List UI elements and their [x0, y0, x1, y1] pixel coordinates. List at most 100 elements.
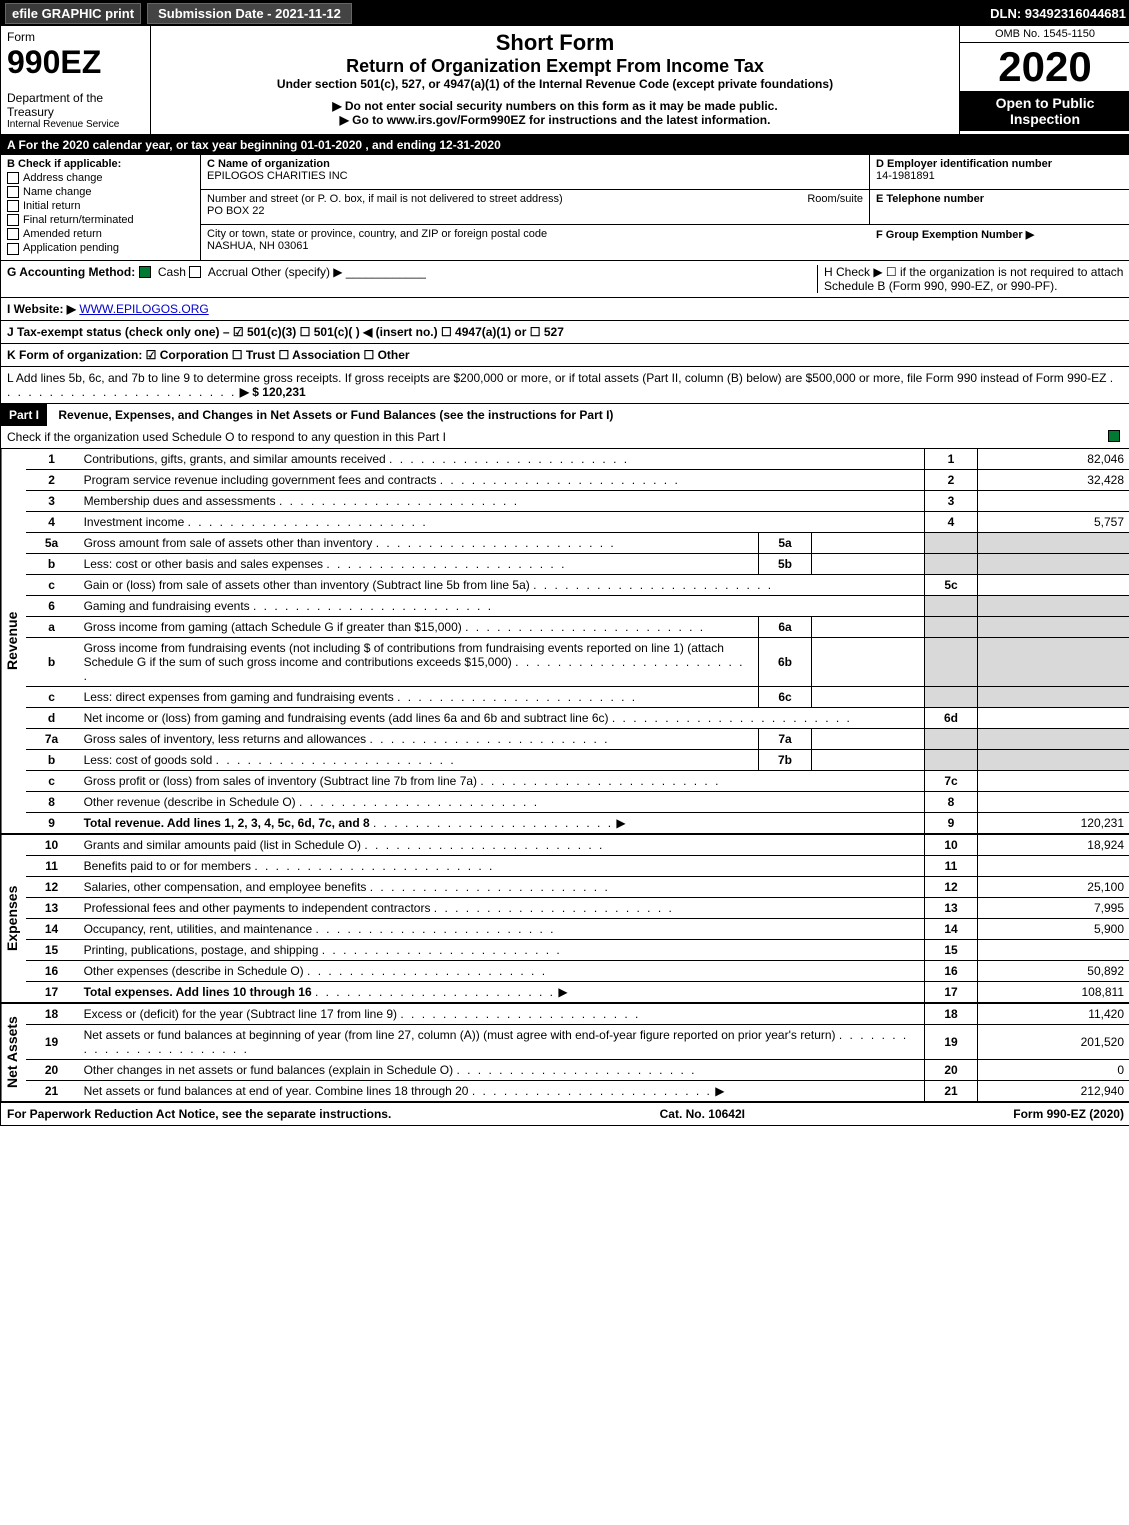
form-container: efile GRAPHIC print Submission Date - 20… [0, 0, 1129, 1126]
line-box-shaded [925, 728, 978, 749]
form-label: Form [7, 30, 144, 44]
line-box: 5c [925, 574, 978, 595]
box-d: D Employer identification number 14-1981… [870, 155, 1129, 190]
efile-print-button[interactable]: efile GRAPHIC print [5, 3, 141, 24]
line-value: 201,520 [978, 1024, 1129, 1059]
row-gh: G Accounting Method: Cash Accrual Other … [1, 261, 1129, 298]
line-description: Gross income from fundraising events (no… [78, 637, 759, 686]
box-i: I Website: ▶ WWW.EPILOGOS.ORG [1, 298, 1129, 321]
box-b: B Check if applicable: Address change Na… [1, 155, 201, 261]
check-accrual[interactable] [189, 266, 201, 278]
box-g-label: G Accounting Method: [7, 265, 135, 279]
line-box: 4 [925, 511, 978, 532]
line-box: 20 [925, 1059, 978, 1080]
box-f: F Group Exemption Number ▶ [870, 225, 1129, 260]
table-row: 16Other expenses (describe in Schedule O… [26, 960, 1129, 981]
line-value-shaded [978, 595, 1129, 616]
box-j-label: J Tax-exempt status (check only one) – ☑… [7, 325, 564, 339]
box-f-label: F Group Exemption Number ▶ [876, 228, 1123, 241]
line-value-shaded [978, 637, 1129, 686]
box-g: G Accounting Method: Cash Accrual Other … [7, 265, 817, 293]
line-description: Gross sales of inventory, less returns a… [78, 728, 759, 749]
line-description: Program service revenue including govern… [78, 469, 925, 490]
line-number: a [26, 616, 78, 637]
ssn-warning: ▶ Do not enter social security numbers o… [157, 99, 953, 113]
check-address-change[interactable]: Address change [7, 172, 194, 184]
line-number: 5a [26, 532, 78, 553]
line-box-shaded [925, 616, 978, 637]
sub-line-box: 6a [759, 616, 812, 637]
check-application-pending[interactable]: Application pending [7, 242, 194, 254]
line-description: Salaries, other compensation, and employ… [78, 876, 925, 897]
treasury-dept: Department of the Treasury [7, 91, 144, 119]
open-inspection: Open to Public Inspection [960, 91, 1129, 131]
box-e-label: E Telephone number [876, 193, 1123, 205]
box-j: J Tax-exempt status (check only one) – ☑… [1, 321, 1129, 344]
box-h: H Check ▶ ☐ if the organization is not r… [817, 265, 1124, 293]
line-value [978, 707, 1129, 728]
line-box: 6d [925, 707, 978, 728]
check-amended-return[interactable]: Amended return [7, 228, 194, 240]
line-number: 15 [26, 939, 78, 960]
box-l-amount: ▶ $ 120,231 [240, 385, 306, 399]
omb-number: OMB No. 1545-1150 [960, 26, 1129, 43]
tax-year: 2020 [960, 43, 1129, 91]
goto-link[interactable]: ▶ Go to www.irs.gov/Form990EZ for instru… [157, 113, 953, 127]
line-description: Total revenue. Add lines 1, 2, 3, 4, 5c,… [78, 812, 925, 833]
box-k: K Form of organization: ☑ Corporation ☐ … [1, 344, 1129, 367]
check-final-return[interactable]: Final return/terminated [7, 214, 194, 226]
addr-label: Number and street (or P. O. box, if mail… [207, 193, 563, 205]
line-description: Investment income [78, 511, 925, 532]
line-box-shaded [925, 595, 978, 616]
line-value-shaded [978, 728, 1129, 749]
line-number: 20 [26, 1059, 78, 1080]
line-box: 18 [925, 1004, 978, 1025]
check-name-change[interactable]: Name change [7, 186, 194, 198]
line-box: 17 [925, 981, 978, 1002]
check-schedule-o[interactable] [1108, 430, 1120, 442]
other-label: Other (specify) ▶ [251, 265, 342, 279]
line-value-shaded [978, 553, 1129, 574]
line-value-shaded [978, 616, 1129, 637]
expenses-section: Expenses 10Grants and similar amounts pa… [1, 833, 1129, 1002]
line-description: Benefits paid to or for members [78, 855, 925, 876]
line-number: 14 [26, 918, 78, 939]
table-row: 11Benefits paid to or for members 11 [26, 855, 1129, 876]
line-number: 16 [26, 960, 78, 981]
line-description: Occupancy, rent, utilities, and maintena… [78, 918, 925, 939]
sub-line-value [812, 637, 925, 686]
return-title: Return of Organization Exempt From Incom… [157, 56, 953, 77]
footer-mid: Cat. No. 10642I [660, 1107, 745, 1121]
line-number: 9 [26, 812, 78, 833]
header-right: OMB No. 1545-1150 2020 Open to Public In… [960, 26, 1129, 134]
line-value: 7,995 [978, 897, 1129, 918]
netassets-section: Net Assets 18Excess or (deficit) for the… [1, 1002, 1129, 1101]
line-description: Gross income from gaming (attach Schedul… [78, 616, 759, 637]
table-row: 18Excess or (deficit) for the year (Subt… [26, 1004, 1129, 1025]
line-description: Total expenses. Add lines 10 through 16 … [78, 981, 925, 1002]
line-number: c [26, 574, 78, 595]
line-number: 18 [26, 1004, 78, 1025]
line-value: 120,231 [978, 812, 1129, 833]
table-row: bLess: cost or other basis and sales exp… [26, 553, 1129, 574]
line-box: 3 [925, 490, 978, 511]
table-row: 15Printing, publications, postage, and s… [26, 939, 1129, 960]
check-initial-return[interactable]: Initial return [7, 200, 194, 212]
room-label: Room/suite [807, 193, 863, 205]
line-box: 19 [925, 1024, 978, 1059]
sub-line-value [812, 686, 925, 707]
line-box-shaded [925, 637, 978, 686]
org-name: EPILOGOS CHARITIES INC [207, 170, 863, 182]
website-link[interactable]: WWW.EPILOGOS.ORG [79, 302, 208, 316]
line-description: Net income or (loss) from gaming and fun… [78, 707, 925, 728]
dln-label: DLN: 93492316044681 [990, 6, 1126, 21]
sub-line-value [812, 749, 925, 770]
line-box: 7c [925, 770, 978, 791]
addr-value: PO BOX 22 [207, 205, 863, 217]
box-l: L Add lines 5b, 6c, and 7b to line 9 to … [1, 367, 1129, 404]
submission-date-button[interactable]: Submission Date - 2021-11-12 [147, 3, 352, 24]
box-b-label: B Check if applicable: [7, 158, 194, 170]
line-value: 0 [978, 1059, 1129, 1080]
table-row: 2Program service revenue including gover… [26, 469, 1129, 490]
check-cash[interactable] [139, 266, 151, 278]
